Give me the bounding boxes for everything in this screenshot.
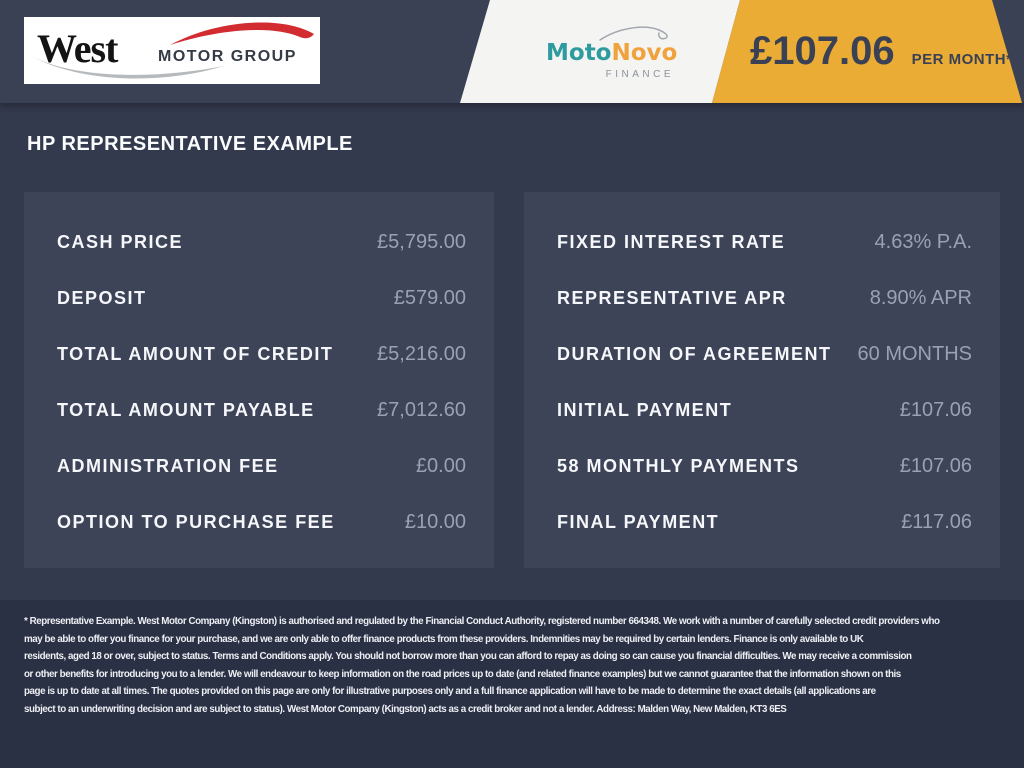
- finance-logo-part2: Novo: [611, 40, 678, 66]
- row-value: £107.06: [899, 454, 972, 477]
- banner-gold-parallelogram: [712, 0, 1022, 103]
- table-row: 58 MONTHLY PAYMENTS £107.06: [557, 438, 972, 494]
- finance-logo-part1: Moto: [546, 40, 612, 66]
- row-label: FIXED INTEREST RATE: [557, 231, 786, 252]
- row-value: 60 MONTHS: [857, 342, 972, 365]
- finance-panel-terms: FIXED INTEREST RATE 4.63% P.A. REPRESENT…: [524, 192, 1000, 568]
- table-row: REPRESENTATIVE APR 8.90% APR: [557, 270, 972, 326]
- page-title: HP REPRESENTATIVE EXAMPLE: [27, 133, 353, 155]
- row-label: INITIAL PAYMENT: [557, 399, 733, 420]
- row-value: £579.00: [393, 286, 466, 309]
- table-row: FIXED INTEREST RATE 4.63% P.A.: [557, 214, 972, 270]
- table-row: FINAL PAYMENT £117.06: [557, 494, 972, 550]
- dealer-logo-suffix: MOTOR GROUP: [158, 48, 297, 65]
- row-value: 8.90% APR: [869, 286, 972, 309]
- row-label: DEPOSIT: [57, 287, 147, 308]
- disclaimer-line: may be able to offer you finance for you…: [24, 633, 864, 645]
- table-row: TOTAL AMOUNT OF CREDIT £5,216.00: [57, 326, 466, 382]
- table-row: ADMINISTRATION FEE £0.00: [57, 438, 466, 494]
- table-row: TOTAL AMOUNT PAYABLE £7,012.60: [57, 382, 466, 438]
- row-value: £5,216.00: [377, 342, 466, 365]
- top-banner: West MOTOR GROUP MotoNovo FINANCE £107.0…: [0, 0, 1024, 103]
- row-value: £10.00: [404, 510, 466, 533]
- red-swoosh: [170, 22, 314, 45]
- dealer-logo-name: West: [37, 26, 118, 71]
- disclaimer-line: * Representative Example. West Motor Com…: [24, 616, 940, 627]
- finance-panel-amounts: CASH PRICE £5,795.00 DEPOSIT £579.00 TOT…: [24, 192, 494, 568]
- disclaimer-line: residents, aged 18 or over, subject to s…: [24, 651, 912, 662]
- table-row: INITIAL PAYMENT £107.06: [557, 382, 972, 438]
- row-label: ADMINISTRATION FEE: [57, 455, 279, 476]
- monthly-price-amount: £107.06: [750, 29, 895, 73]
- table-row: OPTION TO PURCHASE FEE £10.00: [57, 494, 466, 550]
- row-value: £5,795.00: [377, 230, 466, 253]
- disclaimer-line: page is up to date at all times. The quo…: [24, 686, 876, 697]
- monthly-price-period: PER MONTH*: [911, 51, 1013, 68]
- banner-white-parallelogram: [460, 0, 740, 103]
- silver-swoosh: [28, 54, 224, 79]
- disclaimer-line: or other benefits for introducing you to…: [24, 668, 901, 680]
- table-row: DEPOSIT £579.00: [57, 270, 466, 326]
- row-value: £117.06: [901, 510, 972, 533]
- dealer-logo: West MOTOR GROUP: [24, 17, 320, 84]
- row-value: £0.00: [415, 454, 466, 477]
- table-row: CASH PRICE £5,795.00: [57, 214, 466, 270]
- monthly-price: £107.06 PER MONTH*: [750, 0, 1012, 103]
- row-label: CASH PRICE: [57, 231, 184, 252]
- disclaimer-line: subject to an underwriting decision and …: [24, 703, 787, 715]
- row-value: £107.06: [899, 398, 972, 421]
- car-outline-icon: [599, 26, 668, 41]
- row-label: TOTAL AMOUNT OF CREDIT: [57, 343, 334, 364]
- disclaimer-footer: * Representative Example. West Motor Com…: [0, 600, 1024, 768]
- row-label: OPTION TO PURCHASE FEE: [57, 511, 335, 532]
- row-label: TOTAL AMOUNT PAYABLE: [57, 399, 315, 420]
- row-label: FINAL PAYMENT: [557, 511, 720, 532]
- row-label: REPRESENTATIVE APR: [557, 287, 787, 308]
- row-value: £7,012.60: [377, 398, 466, 421]
- row-label: DURATION OF AGREEMENT: [557, 343, 832, 364]
- finance-logo-wordmark: MotoNovo: [546, 40, 677, 66]
- row-label: 58 MONTHLY PAYMENTS: [557, 455, 800, 476]
- table-row: DURATION OF AGREEMENT 60 MONTHS: [557, 326, 972, 382]
- finance-logo-subtitle: FINANCE: [605, 69, 674, 80]
- row-value: 4.63% P.A.: [874, 230, 972, 253]
